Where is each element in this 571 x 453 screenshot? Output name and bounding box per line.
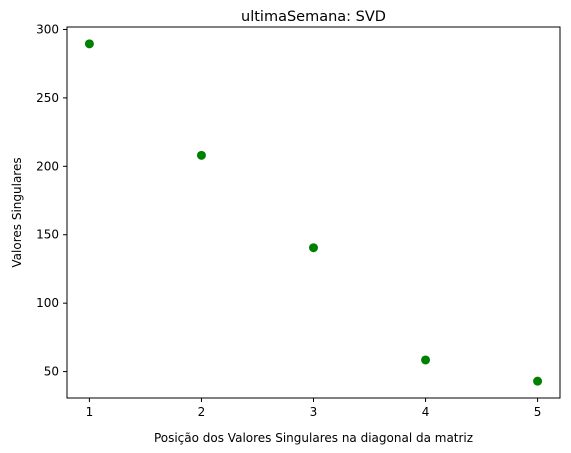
y-tick-label: 50: [44, 365, 59, 379]
y-axis-label: Valores Singulares: [10, 157, 24, 267]
plot-area: [85, 39, 542, 385]
x-tick-label: 5: [534, 405, 542, 419]
chart-title: ultimaSemana: SVD: [241, 9, 386, 25]
y-tick-label: 300: [36, 22, 59, 36]
x-axis: 1 2 3 4 5: [86, 398, 542, 419]
y-tick-label: 150: [36, 228, 59, 242]
data-point: [309, 243, 318, 252]
data-point: [533, 377, 542, 386]
x-axis-label: Posição dos Valores Singulares na diagon…: [154, 431, 473, 445]
plot-frame: [67, 27, 560, 398]
y-tick-label: 250: [36, 91, 59, 105]
data-point: [421, 355, 430, 364]
x-tick-label: 2: [198, 405, 206, 419]
x-tick-label: 4: [422, 405, 430, 419]
y-axis: 50 100 150 200 250 300: [36, 22, 67, 378]
data-point: [85, 39, 94, 48]
x-tick-label: 1: [86, 405, 94, 419]
y-tick-label: 200: [36, 159, 59, 173]
x-tick-label: 3: [310, 405, 318, 419]
data-point: [197, 151, 206, 160]
y-tick-label: 100: [36, 296, 59, 310]
